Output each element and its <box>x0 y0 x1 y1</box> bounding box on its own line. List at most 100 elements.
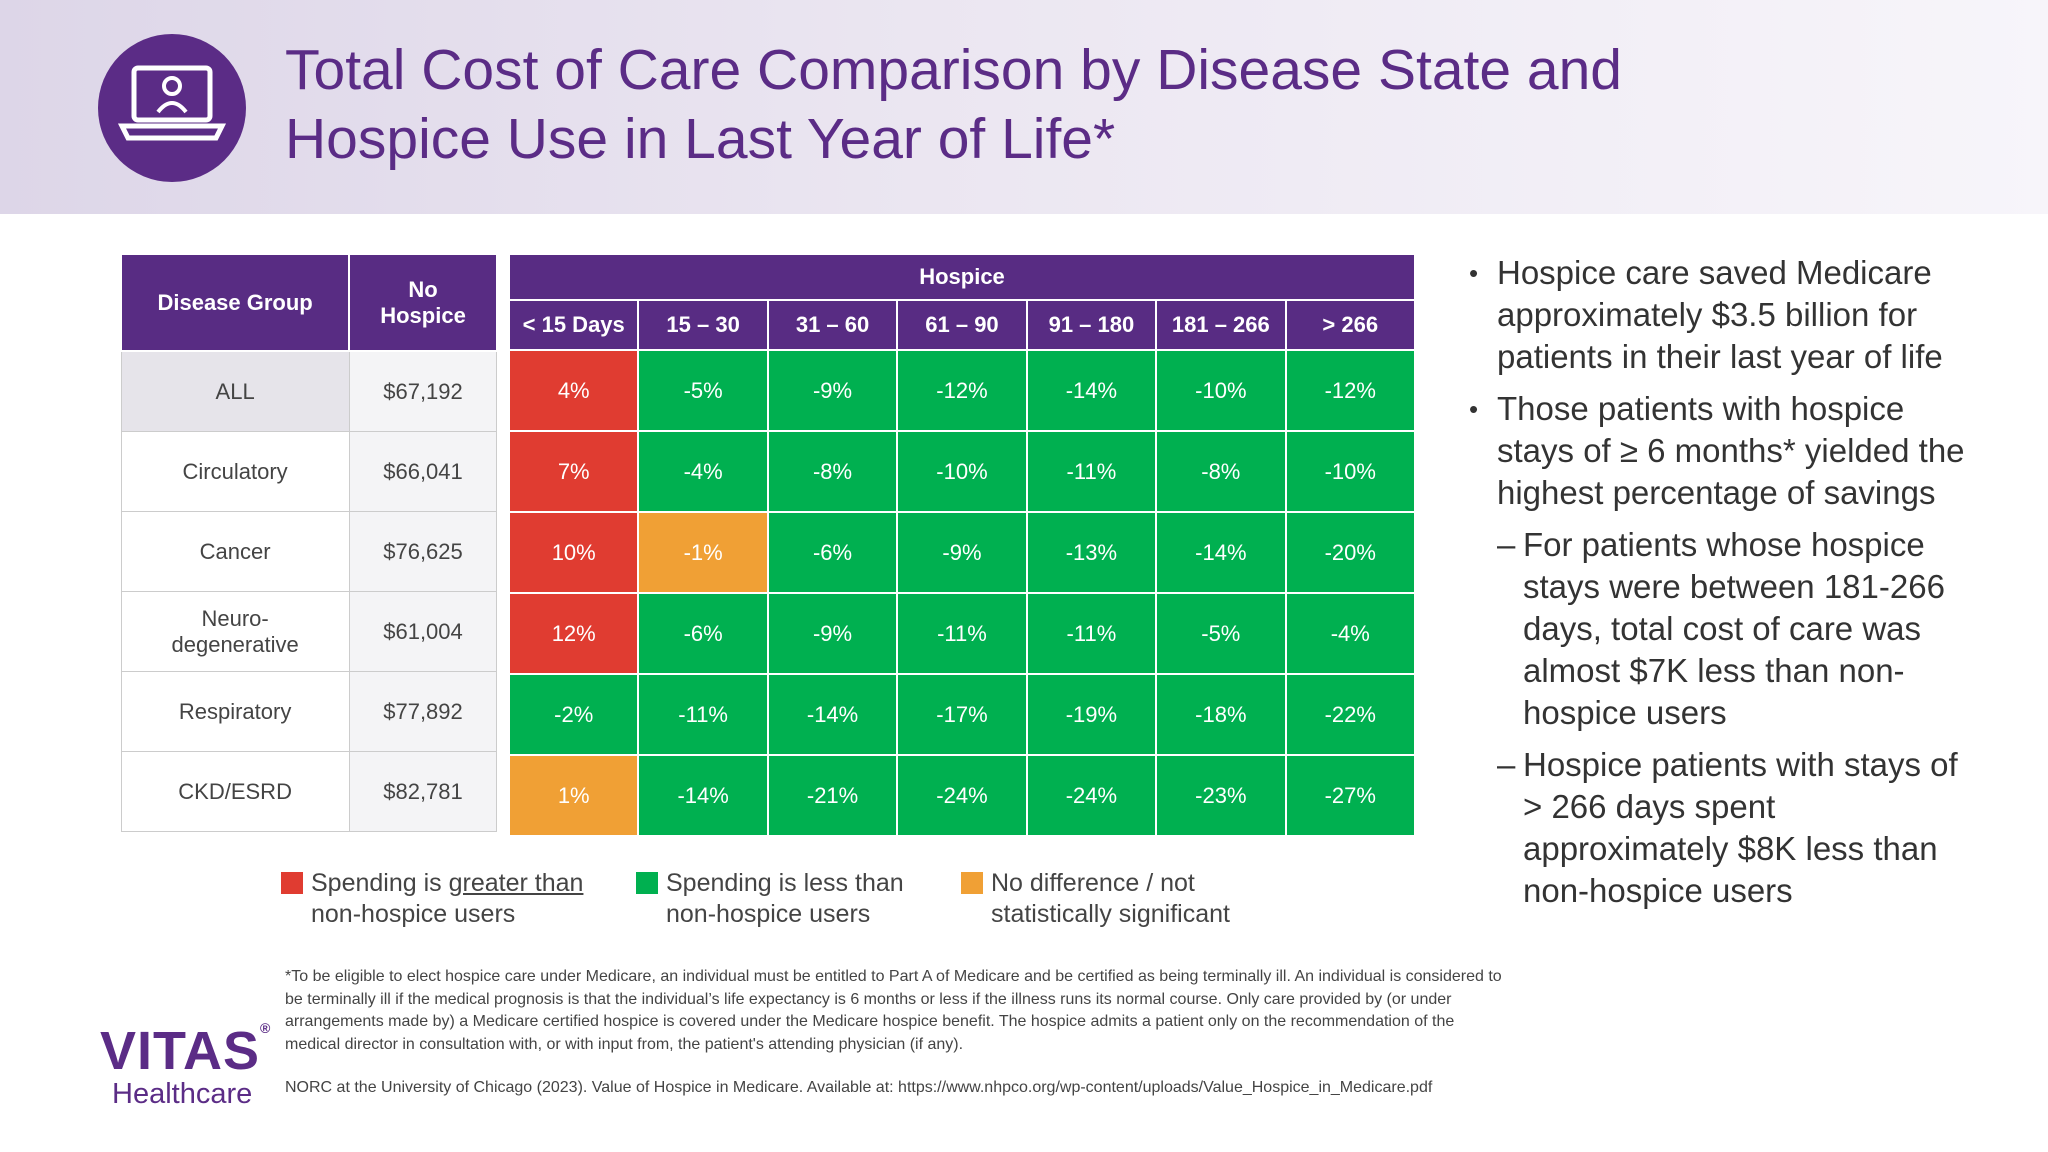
legend-swatch <box>636 872 658 894</box>
legend-item: Spending is less than non-hospice users <box>636 868 926 930</box>
laptop-icon <box>117 65 227 141</box>
legend-item: Spending is greater than non-hospice use… <box>281 868 611 930</box>
logo: VITAS® Healthcare <box>100 1020 271 1111</box>
base-table: Disease Group No Hospice ALL $67,192 Circula… <box>119 253 498 832</box>
group-cell: Respiratory <box>120 671 350 752</box>
row: 1% -14% -21% -24% -24% -23% -27% <box>507 754 1417 837</box>
row: Neuro-degenerative $61,004 <box>120 591 498 672</box>
bullet: Those patients with hospice stays of ≥ 6… <box>1469 388 1967 514</box>
percent-cell: -11% <box>1025 430 1158 513</box>
row: ALL $67,192 <box>120 350 498 432</box>
percent-cell: -11% <box>637 673 769 756</box>
percent-cell: -11% <box>1025 592 1158 675</box>
group-cell: CKD/ESRD <box>120 751 350 832</box>
logo-name: VITAS <box>100 1021 261 1081</box>
percent-cell: -2% <box>507 673 640 756</box>
row: -2% -11% -14% -17% -19% -18% -22% <box>507 673 1417 756</box>
percent-cell: -14% <box>766 673 899 756</box>
column-header: 91 – 180 <box>1025 299 1158 351</box>
percent-cell: 7% <box>507 430 640 513</box>
row: Circulatory $66,041 <box>120 431 498 512</box>
percent-cell: -8% <box>766 430 899 513</box>
percent-cell: 4% <box>507 349 640 432</box>
percent-cell: -5% <box>1155 592 1287 675</box>
legend-text-part: non-hospice users <box>311 900 516 928</box>
hospice-table: Hospice < 15 Days 15 – 30 31 – 60 61 – 90 91 … <box>507 253 1417 837</box>
row: CKD/ESRD $82,781 <box>120 751 498 832</box>
percent-cell: -10% <box>896 430 1028 513</box>
bullet: Hospice patients with stays of > 266 day… <box>1497 744 1963 912</box>
legend-text-part: Spending is <box>311 869 449 897</box>
logo-sub: Healthcare <box>112 1078 253 1110</box>
logo-mark: ® <box>260 1020 272 1036</box>
percent-cell: -12% <box>1284 349 1417 432</box>
group-cell: Cancer <box>120 511 350 592</box>
percent-cell: 10% <box>507 511 640 594</box>
percent-cell: -9% <box>766 349 899 432</box>
percent-cell: -5% <box>637 349 769 432</box>
cost-cell: $77,892 <box>348 671 498 752</box>
percent-cell: -21% <box>766 754 899 837</box>
percent-cell: -27% <box>1284 754 1417 837</box>
percent-cell: -14% <box>637 754 769 837</box>
percent-cell: -19% <box>1025 673 1158 756</box>
column-header: 61 – 90 <box>896 299 1028 351</box>
group-cell: Neuro-degenerative <box>120 591 350 672</box>
row: 10% -1% -6% -9% -13% -14% -20% <box>507 511 1417 594</box>
bullet: For patients whose hospice stays were be… <box>1497 524 1963 734</box>
cost-cell: $76,625 <box>348 511 498 592</box>
percent-cell: -17% <box>896 673 1028 756</box>
percent-cell: -10% <box>1155 349 1287 432</box>
group-cell: ALL <box>120 350 350 432</box>
percent-cell: -14% <box>1025 349 1158 432</box>
legend-text: Spending is greater than non-hospice use… <box>311 868 611 930</box>
percent-cell: -4% <box>637 430 769 513</box>
percent-cell: -20% <box>1284 511 1417 594</box>
group-row: Hospice <box>508 253 1416 301</box>
footnote: *To be eligible to elect hospice care un… <box>285 968 1502 1053</box>
header-row: Disease Group No Hospice <box>119 253 498 352</box>
percent-cell: -24% <box>896 754 1028 837</box>
percent-cell: -24% <box>1025 754 1158 837</box>
percent-cell: -23% <box>1155 754 1287 837</box>
percent-cell: -9% <box>766 592 899 675</box>
legend-text: No difference / not statistically signif… <box>991 868 1241 930</box>
percent-cell: -12% <box>896 349 1028 432</box>
row: Respiratory $77,892 <box>120 671 498 752</box>
percent-cell: 12% <box>507 592 640 675</box>
logo-text: VITAS® <box>100 1020 271 1082</box>
group-header: Hospice <box>508 253 1416 301</box>
percent-cell: -6% <box>766 511 899 594</box>
group-cell: Circulatory <box>120 431 350 512</box>
legend-swatch <box>961 872 983 894</box>
column-header: > 266 <box>1284 299 1417 351</box>
legend-swatch <box>281 872 303 894</box>
percent-cell: -10% <box>1284 430 1417 513</box>
percent-cell: -13% <box>1025 511 1158 594</box>
column-header: < 15 Days <box>507 299 640 351</box>
bullet: Hospice care saved Medicare approximatel… <box>1469 252 1967 378</box>
percent-cell: -22% <box>1284 673 1417 756</box>
bullets: Hospice care saved Medicare approximatel… <box>1469 252 1969 922</box>
percent-cell: -11% <box>896 592 1028 675</box>
column-header: 31 – 60 <box>766 299 899 351</box>
percent-cell: -14% <box>1155 511 1287 594</box>
cost-cell: $66,041 <box>348 431 498 512</box>
column-header: 15 – 30 <box>637 299 769 351</box>
legend-text-part: Spending is less than non-hospice users <box>666 869 904 928</box>
row: 12% -6% -9% -11% -11% -5% -4% <box>507 592 1417 675</box>
title: Total Cost of Care Comparison by Disease… <box>285 36 1622 174</box>
cost-cell: $67,192 <box>348 350 498 432</box>
row: 7% -4% -8% -10% -11% -8% -10% <box>507 430 1417 513</box>
header-band <box>0 0 2048 214</box>
column-header: 181 – 266 <box>1155 299 1287 351</box>
icon <box>98 34 246 182</box>
row: Cancer $76,625 <box>120 511 498 592</box>
percent-cell: -1% <box>637 511 769 594</box>
row: 4% -5% -9% -12% -14% -10% -12% <box>507 349 1417 432</box>
legend-text-part: greater than <box>448 869 584 897</box>
legend-text: Spending is less than non-hospice users <box>666 868 926 930</box>
title-line: Total Cost of Care Comparison by Disease… <box>285 38 1622 102</box>
column-header: Disease Group <box>119 253 351 352</box>
